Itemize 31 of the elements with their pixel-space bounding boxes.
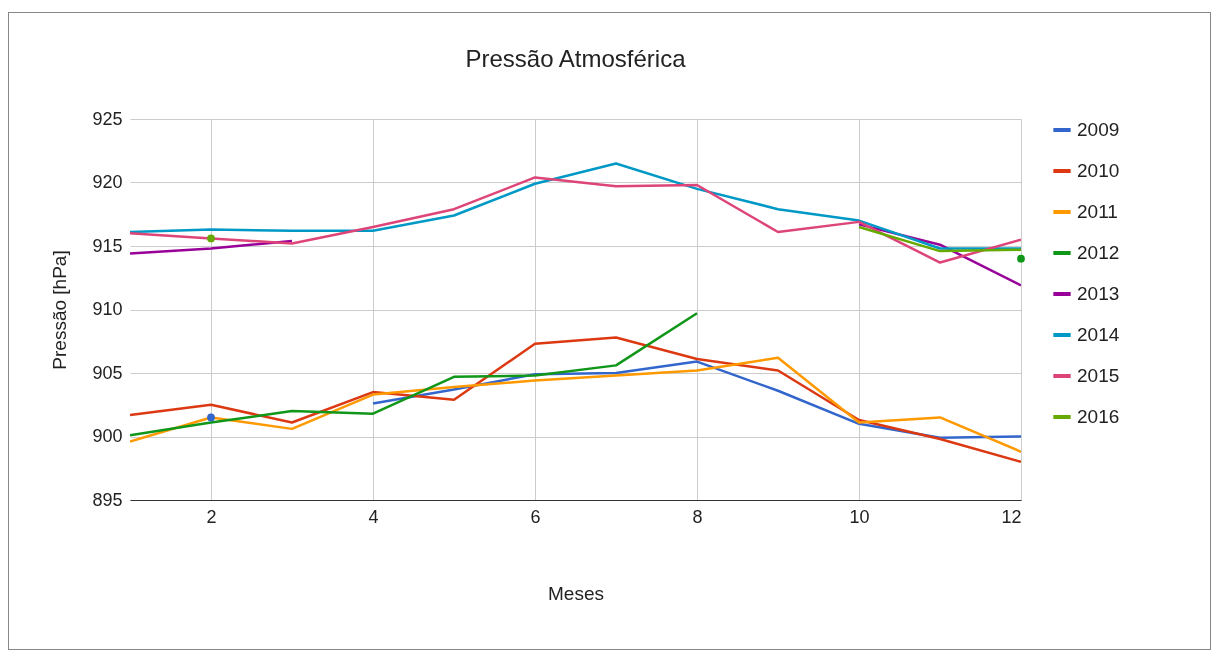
- chart-title: Pressão Atmosférica: [465, 45, 687, 72]
- x-tick-label: 8: [692, 506, 703, 527]
- legend-label: 2012: [1077, 242, 1120, 263]
- line-series: [130, 162, 1021, 250]
- y-tick-label: 915: [92, 235, 123, 256]
- y-tick-label: 900: [92, 426, 123, 446]
- point: [207, 234, 215, 243]
- legend-label: 2015: [1077, 365, 1120, 386]
- legend-label: 2014: [1077, 324, 1120, 345]
- y-tick-label: 925: [92, 108, 123, 129]
- y-tick-label: 895: [92, 489, 123, 510]
- x-tick-label: 2: [206, 506, 217, 527]
- point: [207, 413, 215, 422]
- x-tick-label: 6: [530, 506, 541, 527]
- legend-label: 2016: [1077, 406, 1120, 427]
- line-series: [130, 336, 1021, 464]
- line-series: [130, 176, 1021, 264]
- legend-label: 2013: [1077, 283, 1120, 304]
- y-tick-label: 910: [92, 299, 123, 319]
- y-axis-title: Pressão [hPa]: [49, 250, 71, 370]
- y-tick-label: 905: [92, 362, 123, 383]
- point: [1017, 254, 1025, 263]
- line-series: [130, 356, 1021, 453]
- x-tick-label: 12: [1001, 506, 1022, 527]
- x-tick-label: 10: [849, 506, 870, 527]
- y-tick-label: 920: [92, 172, 123, 192]
- legend-label: 2011: [1077, 201, 1118, 222]
- legend-label: 2010: [1077, 160, 1120, 181]
- x-axis-title: Meses: [548, 582, 604, 604]
- legend-label: 2009: [1077, 119, 1120, 140]
- x-tick-label: 4: [368, 506, 379, 527]
